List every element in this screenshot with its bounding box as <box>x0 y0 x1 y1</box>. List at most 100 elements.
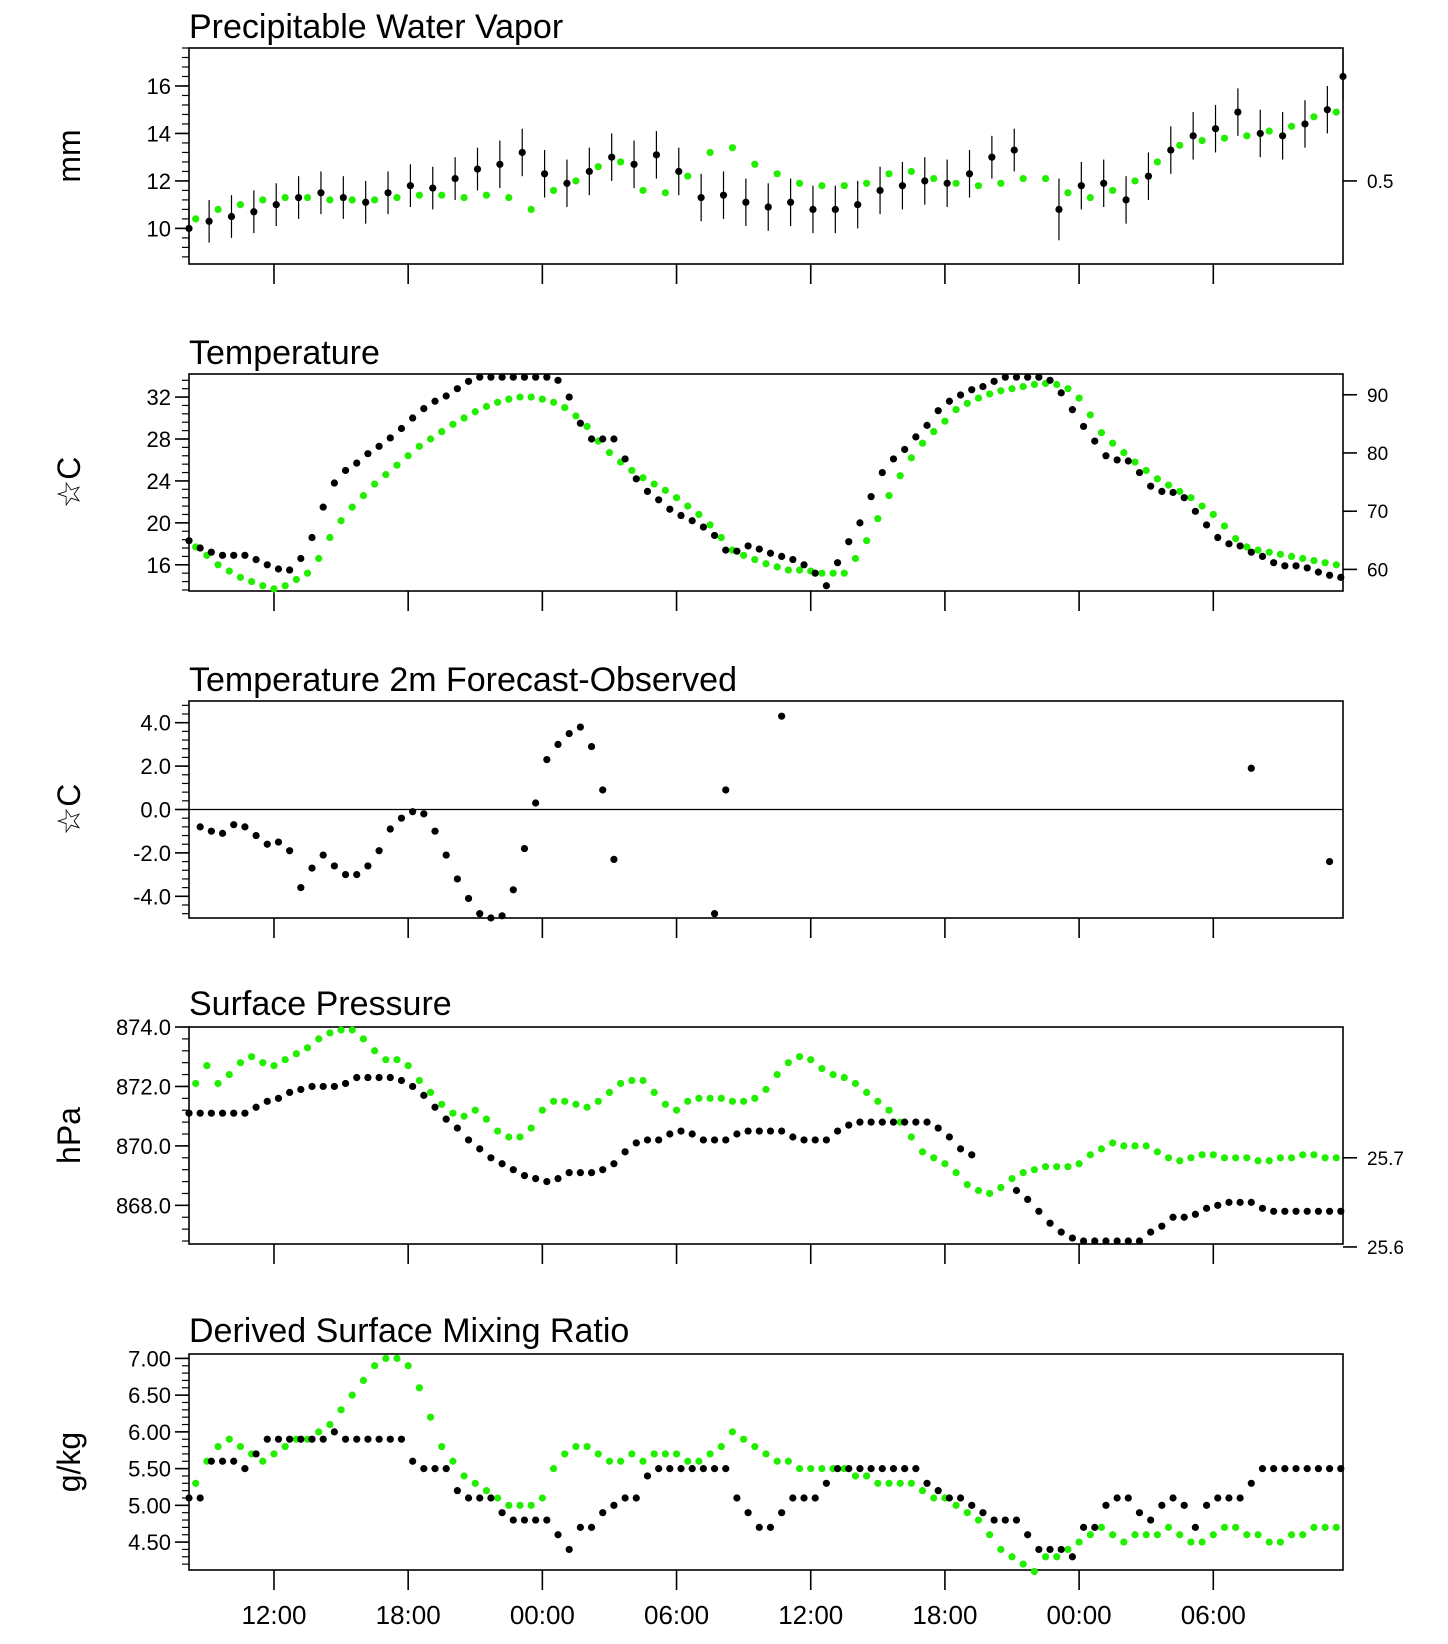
y-tick-label: 872.0 <box>116 1074 171 1099</box>
observed-point <box>431 397 439 405</box>
observed-point <box>608 153 616 161</box>
observed-point <box>934 407 942 415</box>
model-point <box>997 1183 1005 1192</box>
model-point <box>583 422 591 431</box>
observed-point <box>934 1124 942 1132</box>
model-point <box>1187 1538 1195 1546</box>
model-point <box>449 1109 457 1117</box>
observed-point <box>397 814 406 822</box>
observed-point <box>464 894 473 903</box>
observed-point <box>196 823 204 831</box>
observed-point <box>1079 422 1088 431</box>
observed-point <box>196 544 204 552</box>
observed-point <box>1258 552 1267 561</box>
observed-point <box>520 1516 529 1524</box>
chart-title: Derived Surface Mixing Ratio <box>189 1312 629 1350</box>
observed-point <box>518 148 526 157</box>
model-point <box>1120 449 1128 457</box>
observed-point <box>867 1465 875 1473</box>
y-tick-label: 20 <box>147 511 171 536</box>
model-point <box>516 1133 524 1141</box>
model-point <box>1075 394 1083 402</box>
model-point <box>505 193 513 202</box>
model-point <box>516 393 524 401</box>
observed-point <box>397 424 406 433</box>
observed-point <box>1189 132 1197 140</box>
model-point <box>639 186 647 195</box>
observed-point <box>185 1494 193 1502</box>
observed-point <box>599 1509 607 1517</box>
model-point <box>426 1088 435 1096</box>
observed-point <box>532 1175 540 1183</box>
model-point <box>371 196 379 204</box>
model-point <box>505 1501 513 1509</box>
model-point <box>941 417 949 425</box>
model-point <box>617 1079 625 1088</box>
model-point <box>1030 1567 1038 1575</box>
model-point <box>1265 548 1273 556</box>
observed-point <box>252 555 260 564</box>
model-point <box>494 1127 502 1135</box>
observed-point <box>1225 1494 1233 1502</box>
observed-point <box>811 569 819 577</box>
model-point <box>728 1097 737 1105</box>
observed-point <box>230 1457 238 1465</box>
model-point <box>315 1428 323 1436</box>
observed-point <box>308 1435 316 1443</box>
model-point <box>549 186 558 195</box>
model-point <box>1287 1531 1296 1539</box>
observed-point <box>409 1457 417 1465</box>
model-point <box>930 174 938 183</box>
model-point <box>773 170 781 178</box>
observed-point <box>1068 1553 1076 1561</box>
observed-point <box>1247 764 1255 772</box>
observed-point <box>1144 172 1153 180</box>
observed-point <box>431 827 439 835</box>
right-axis-tick-label: 25.7 <box>1367 1149 1404 1170</box>
model-point <box>326 196 334 204</box>
model-point <box>930 1154 938 1162</box>
y-axis-label: hPa <box>51 1107 87 1164</box>
model-point <box>192 1079 200 1088</box>
observed-point <box>1339 72 1347 81</box>
observed-point <box>431 1465 439 1473</box>
model-point <box>863 1472 871 1480</box>
model-point <box>348 1026 356 1034</box>
observed-point <box>1258 1465 1267 1473</box>
observed-point <box>1046 1545 1054 1554</box>
observed-point <box>1279 132 1287 140</box>
model-point <box>1097 1145 1106 1153</box>
observed-point <box>585 167 593 176</box>
observed-point <box>1314 1207 1322 1215</box>
observed-point <box>509 886 517 894</box>
observed-point <box>1079 1523 1088 1531</box>
data-layer <box>185 373 1345 593</box>
observed-point <box>487 1154 495 1162</box>
model-point <box>672 1106 681 1114</box>
y-tick-label: 32 <box>147 385 171 410</box>
model-point <box>896 1479 904 1487</box>
observed-point <box>945 1133 953 1141</box>
observed-point <box>297 1085 305 1094</box>
observed-point <box>587 435 596 443</box>
observed-point <box>912 1118 920 1126</box>
model-point <box>784 1457 792 1465</box>
observed-point <box>744 1127 752 1135</box>
model-point <box>1310 556 1318 565</box>
observed-point <box>1035 373 1043 381</box>
model-point <box>292 575 300 584</box>
observed-point <box>241 823 249 831</box>
observed-point <box>1191 1210 1199 1218</box>
model-point <box>661 189 669 197</box>
model-point <box>1232 1154 1240 1162</box>
right-axis-tick-label: 60 <box>1367 560 1388 581</box>
model-point <box>1176 1531 1184 1539</box>
observed-point <box>554 1531 562 1539</box>
model-point <box>505 395 513 403</box>
observed-point <box>576 723 584 731</box>
observed-point <box>317 189 325 197</box>
model-point <box>1008 1553 1016 1561</box>
observed-point <box>1091 1237 1099 1245</box>
panel-1: Precipitable Water Vapor mm 10 12 14 16 0.5 <box>51 8 1393 284</box>
observed-point <box>1055 205 1063 214</box>
